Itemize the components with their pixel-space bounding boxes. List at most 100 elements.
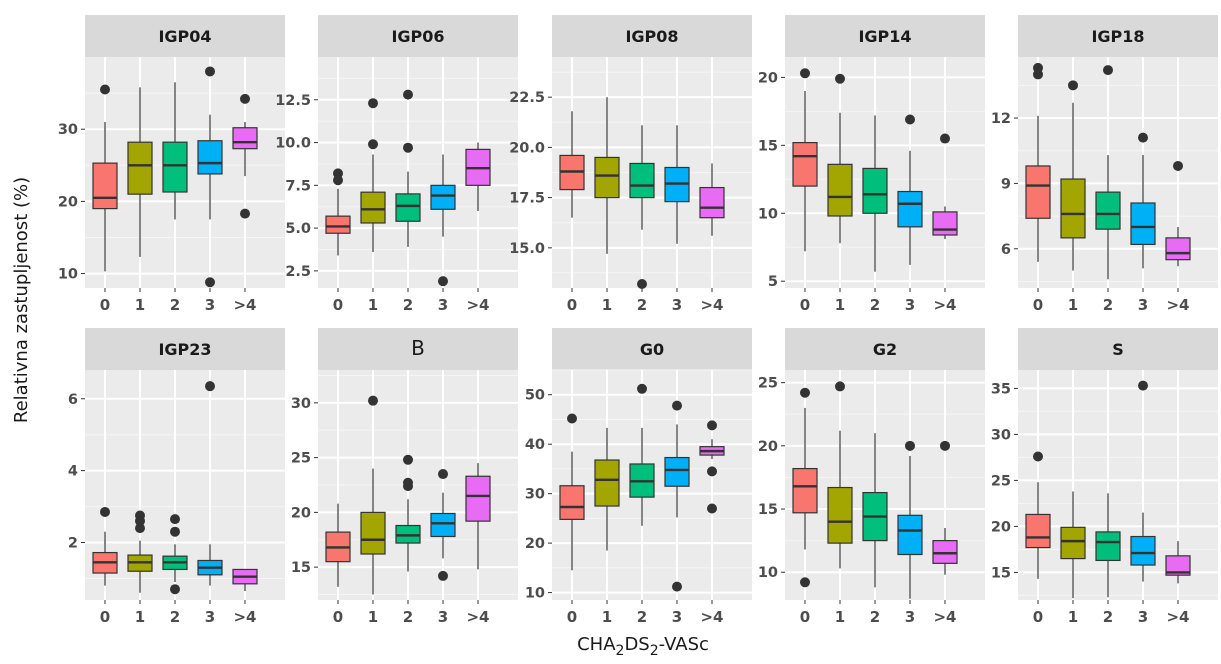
x-tick-label: 1: [1068, 296, 1078, 314]
outlier-point: [1068, 80, 1078, 91]
box: [594, 459, 620, 507]
outlier-point: [170, 526, 180, 537]
outlier-point: [333, 175, 343, 186]
box: [559, 485, 585, 520]
y-tick-label: 7.5: [285, 178, 311, 194]
y-tick-label: 30: [58, 122, 78, 138]
y-tick-label: 20.0: [509, 140, 545, 156]
x-tick-label: 0: [1033, 296, 1043, 314]
y-tick-label: 50: [525, 388, 545, 404]
x-tick-label: 1: [602, 608, 612, 626]
x-tick-label: 1: [1068, 608, 1078, 626]
outlier-point: [403, 454, 413, 465]
box: [197, 140, 223, 175]
facet-strip: [785, 15, 985, 57]
x-tick-label: 3: [672, 296, 682, 314]
outlier-point: [438, 276, 448, 287]
x-tick-label: 2: [870, 608, 880, 626]
y-tick-label: 15.0: [509, 241, 545, 257]
x-tick-label: 1: [835, 296, 845, 314]
y-tick-label: 2.5: [285, 264, 311, 280]
x-tick-label: 2: [170, 296, 180, 314]
x-tick-label: 2: [870, 296, 880, 314]
box: [792, 142, 818, 187]
y-tick-label: 25: [991, 473, 1011, 489]
y-tick-label: 22.5: [509, 90, 545, 106]
outlier-point: [1173, 160, 1183, 171]
x-tick-label: 3: [1138, 608, 1148, 626]
box: [1165, 555, 1191, 576]
box: [1060, 178, 1086, 239]
y-tick-label: 20: [58, 194, 78, 210]
y-tick-label: 30: [525, 487, 545, 503]
box: [360, 191, 386, 224]
outlier-point: [100, 506, 110, 517]
outlier-point: [940, 440, 950, 451]
x-tick-label: 0: [567, 296, 577, 314]
box: [827, 486, 853, 544]
y-tick-label: 10: [525, 586, 545, 602]
outlier-point: [438, 570, 448, 581]
outlier-point: [707, 466, 717, 477]
outlier-point: [800, 577, 810, 588]
box: [699, 186, 725, 219]
box: [664, 456, 690, 487]
x-tick-label: 1: [368, 608, 378, 626]
box: [862, 167, 888, 214]
x-tick-label: 0: [100, 296, 110, 314]
facet-strip: [1018, 328, 1218, 370]
x-tick-label: 0: [100, 608, 110, 626]
facet-panel: S 15 20 25 30 35 0 1 2 3 >4: [991, 328, 1218, 626]
outlier-point: [135, 515, 145, 526]
box: [1025, 165, 1051, 219]
box: [92, 162, 118, 210]
x-tick-label: >4: [233, 608, 256, 626]
facet-strip: [85, 328, 285, 370]
x-tick-label: 3: [438, 608, 448, 626]
x-tick-label: 3: [905, 296, 915, 314]
box: [1025, 513, 1051, 549]
outlier-point: [835, 73, 845, 84]
y-tick-label: 5: [768, 274, 778, 290]
y-tick-label: 17.5: [509, 191, 545, 207]
y-tick-label: 15: [758, 138, 778, 154]
x-tick-label: >4: [466, 296, 489, 314]
box: [897, 190, 923, 228]
outlier-point: [205, 277, 215, 288]
outlier-point: [135, 523, 145, 534]
box: [127, 141, 153, 195]
box: [932, 211, 958, 236]
outlier-point: [707, 503, 717, 514]
x-tick-label: 0: [800, 296, 810, 314]
box: [932, 540, 958, 564]
y-tick-label: 15: [991, 565, 1011, 581]
y-tick-label: 20: [758, 70, 778, 86]
box: [1060, 526, 1086, 560]
outlier-point: [707, 420, 717, 431]
box: [792, 467, 818, 514]
y-tick-label: 10: [758, 206, 778, 222]
x-tick-label: 3: [1138, 296, 1148, 314]
facet-title: IGP06: [391, 27, 444, 46]
x-tick-label: 3: [205, 296, 215, 314]
outlier-point: [438, 469, 448, 480]
y-tick-label: 12: [991, 111, 1011, 127]
x-tick-label: 2: [1103, 296, 1113, 314]
y-tick-label: 25: [758, 376, 778, 392]
outlier-point: [403, 89, 413, 100]
outlier-point: [333, 168, 343, 179]
x-axis-title-part: DS: [624, 634, 649, 655]
facet-panel: G2 10 15 20 25 0 1 2 3 >4: [758, 328, 985, 626]
facet-strip: [318, 15, 518, 57]
x-tick-label: 0: [333, 296, 343, 314]
outlier-point: [905, 114, 915, 125]
outlier-point: [637, 278, 647, 289]
x-tick-label: >4: [933, 608, 956, 626]
x-tick-label: 1: [135, 608, 145, 626]
x-tick-label: 2: [637, 296, 647, 314]
x-tick-label: 3: [905, 608, 915, 626]
y-tick-label: 6: [1001, 242, 1011, 258]
box: [629, 162, 655, 199]
y-axis-title: Relativna zastupljenost (%): [11, 177, 32, 423]
